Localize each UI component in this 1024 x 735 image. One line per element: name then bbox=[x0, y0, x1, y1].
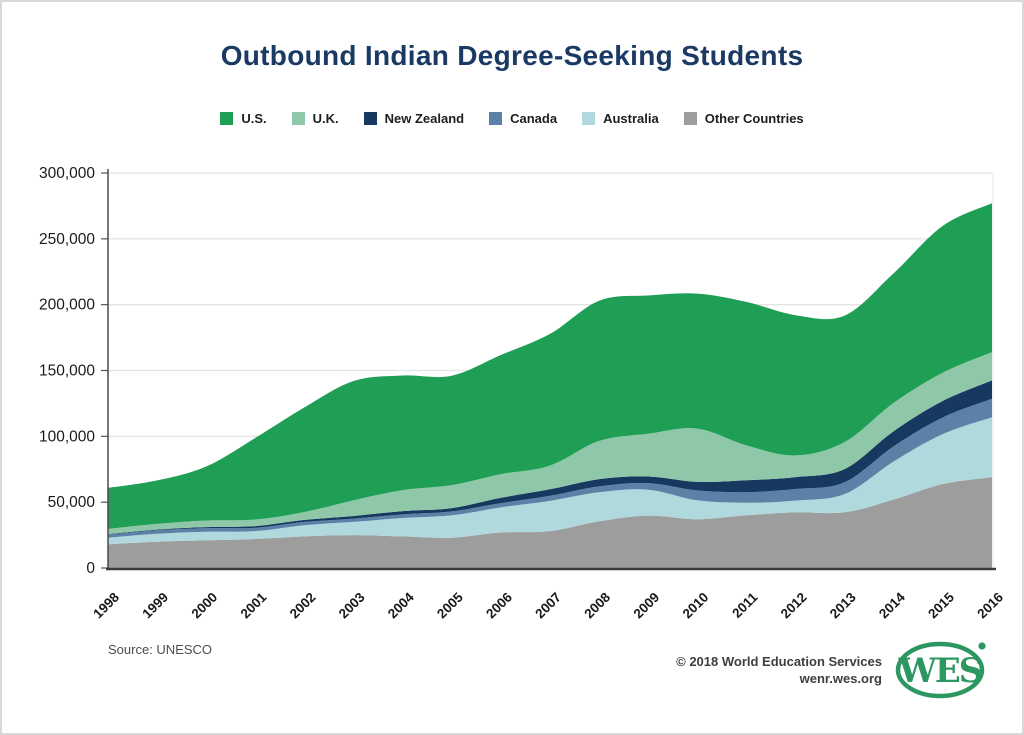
x-axis-label: 2012 bbox=[778, 590, 810, 622]
area-australia bbox=[108, 417, 992, 545]
legend-item-australia: Australia bbox=[582, 111, 659, 126]
legend-item-new-zealand: New Zealand bbox=[363, 111, 465, 126]
y-axis-label: 300,000 bbox=[39, 165, 95, 182]
legend-item-canada: Canada bbox=[489, 111, 557, 126]
x-axis-label: 2013 bbox=[827, 589, 859, 621]
wes-logo-dot bbox=[978, 642, 986, 650]
legend-label: New Zealand bbox=[384, 111, 465, 126]
legend-label: Australia bbox=[603, 111, 659, 126]
x-axis-label: 2003 bbox=[336, 589, 368, 621]
x-axis-label: 2004 bbox=[385, 589, 417, 621]
x-axis-label: 2010 bbox=[680, 590, 712, 622]
source-note: Source: UNESCO bbox=[108, 642, 213, 657]
legend-item-u-k: U.K. bbox=[291, 111, 339, 126]
x-axis-label: 2016 bbox=[974, 589, 1006, 621]
x-axis-label: 2001 bbox=[238, 589, 270, 621]
x-axis-label: 2009 bbox=[630, 590, 662, 622]
x-axis-label: 2011 bbox=[729, 589, 761, 621]
legend-swatch-u-s bbox=[220, 112, 234, 125]
legend-swatch-new-zealand bbox=[363, 112, 377, 125]
credit-block: © 2018 World Education Services wenr.wes… bbox=[676, 653, 882, 687]
x-axis-label: 2014 bbox=[876, 589, 908, 621]
y-axis-label: 0 bbox=[86, 560, 95, 577]
legend-label: Canada bbox=[510, 111, 558, 126]
y-axis-label: 200,000 bbox=[39, 297, 95, 314]
x-axis-label: 2002 bbox=[287, 590, 319, 622]
legend-swatch-canada bbox=[489, 112, 503, 125]
y-axis-label: 150,000 bbox=[39, 363, 95, 380]
legend-swatch-other-countries bbox=[683, 112, 697, 125]
x-axis-label: 2000 bbox=[188, 590, 220, 622]
x-axis-label: 2015 bbox=[925, 589, 957, 621]
legend-item-u-s: U.S. bbox=[220, 111, 267, 126]
area-other-countries bbox=[108, 477, 992, 568]
legend-swatch-australia bbox=[582, 112, 596, 125]
area-u-s bbox=[108, 203, 992, 529]
wes-logo-text: WES bbox=[898, 651, 982, 691]
y-axis-label: 250,000 bbox=[39, 231, 95, 248]
x-axis-label: 1999 bbox=[139, 590, 171, 622]
x-axis-label: 2006 bbox=[483, 589, 515, 621]
legend-swatch-u-k bbox=[291, 112, 305, 125]
x-axis-label: 1998 bbox=[90, 589, 122, 621]
y-axis-label: 50,000 bbox=[48, 494, 96, 511]
wes-logo: WES bbox=[895, 641, 986, 699]
y-axis-label: 100,000 bbox=[39, 428, 95, 445]
legend-label: U.K. bbox=[312, 111, 339, 126]
chart-title: Outbound Indian Degree-Seeking Students bbox=[220, 40, 804, 71]
x-axis-label: 2005 bbox=[434, 589, 466, 621]
wes-logo-ellipse bbox=[895, 641, 985, 699]
x-axis-label: 2008 bbox=[581, 589, 613, 621]
legend-label: Other Countries bbox=[704, 111, 804, 126]
legend-label: U.S. bbox=[241, 111, 267, 126]
legend-item-other-countries: Other Countries bbox=[683, 111, 804, 126]
website-text: wenr.wes.org bbox=[799, 671, 882, 686]
legend: U.S. U.K. New Zealand Canada Australia Other … bbox=[2, 111, 1022, 126]
x-axis-label: 2007 bbox=[532, 590, 564, 622]
copyright-text: © 2018 World Education Services bbox=[676, 654, 882, 669]
